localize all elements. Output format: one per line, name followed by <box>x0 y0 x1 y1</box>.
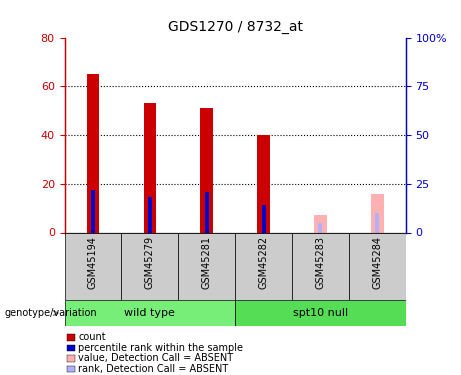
Bar <box>178 232 235 300</box>
Bar <box>143 104 156 232</box>
Text: count: count <box>78 333 106 342</box>
Text: GSM45194: GSM45194 <box>88 237 98 290</box>
Text: spt10 null: spt10 null <box>293 308 348 318</box>
Text: rank, Detection Call = ABSENT: rank, Detection Call = ABSENT <box>78 364 229 374</box>
Bar <box>65 232 121 300</box>
Text: wild type: wild type <box>124 308 175 318</box>
Bar <box>205 192 209 232</box>
Text: GSM45282: GSM45282 <box>259 236 269 290</box>
Bar <box>349 232 406 300</box>
Text: value, Detection Call = ABSENT: value, Detection Call = ABSENT <box>78 354 233 363</box>
Text: GSM45281: GSM45281 <box>201 236 212 290</box>
Bar <box>235 232 292 300</box>
Bar <box>319 223 322 232</box>
Bar <box>121 232 178 300</box>
Bar <box>371 194 384 232</box>
Bar <box>257 135 270 232</box>
Bar <box>235 300 406 326</box>
Bar <box>314 215 327 232</box>
Text: GSM45284: GSM45284 <box>372 236 382 290</box>
Bar <box>292 232 349 300</box>
Title: GDS1270 / 8732_at: GDS1270 / 8732_at <box>168 20 302 34</box>
Bar <box>375 213 379 232</box>
Bar <box>261 205 266 232</box>
Bar <box>87 74 99 232</box>
Text: percentile rank within the sample: percentile rank within the sample <box>78 343 243 353</box>
Text: GSM45283: GSM45283 <box>315 236 325 290</box>
Bar <box>201 108 213 232</box>
Bar <box>148 197 152 232</box>
Bar <box>91 190 95 232</box>
Text: GSM45279: GSM45279 <box>145 236 155 290</box>
Bar <box>65 300 235 326</box>
Text: genotype/variation: genotype/variation <box>5 308 97 318</box>
